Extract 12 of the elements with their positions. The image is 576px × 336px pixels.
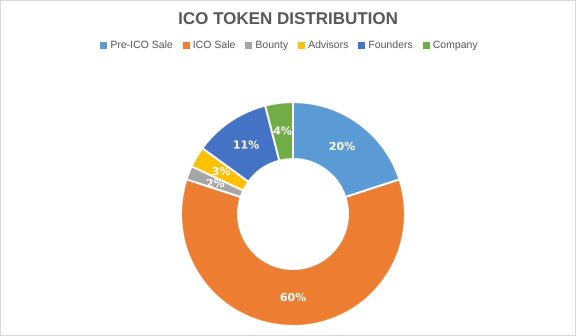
- data-label: 11%: [232, 138, 260, 152]
- data-label: 20%: [328, 140, 356, 153]
- data-label: 3%: [212, 164, 230, 178]
- legend-label: Pre-ICO Sale: [110, 39, 173, 51]
- legend-label: Advisors: [308, 39, 348, 51]
- chart-title: ICO TOKEN DISTRIBUTION: [177, 9, 399, 29]
- legend-label: Company: [432, 39, 478, 51]
- data-label: 60%: [280, 291, 306, 304]
- legend-label: Bounty: [255, 39, 288, 51]
- legend-label: ICO Sale: [192, 39, 236, 51]
- legend-label: Founders: [368, 39, 413, 51]
- data-label: 4%: [273, 124, 292, 138]
